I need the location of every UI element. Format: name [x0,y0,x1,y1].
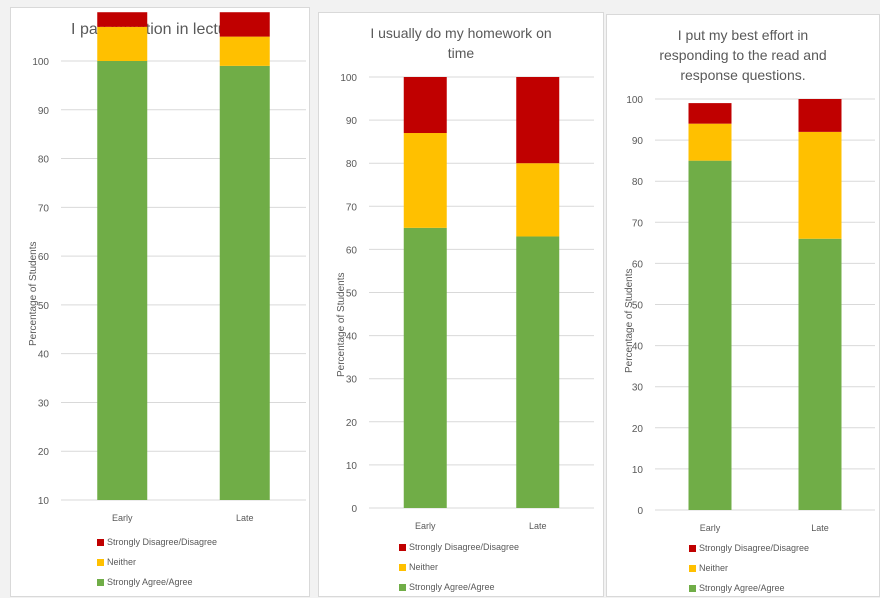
y-tick-label: 70 [632,218,644,229]
y-tick-label: 60 [38,252,50,263]
legend-item-strongly-disagree: Strongly Disagree/Disagree [97,532,217,552]
y-tick-label: 0 [637,506,643,517]
legend-item-strongly-agree: Strongly Agree/Agree [97,572,217,592]
y-tick-label: 20 [346,418,358,429]
y-tick-label: 30 [38,398,50,409]
x-tick-label: Late [811,523,829,533]
legend-item-strongly-agree: Strongly Agree/Agree [689,578,809,598]
legend-swatch [689,564,696,572]
y-tick-label: 90 [632,136,644,147]
y-tick-label: 80 [38,155,50,166]
chart-panel-homework: I usually do my homework on time Percent… [318,12,604,597]
bar-neither [97,26,148,62]
y-tick-label: 100 [626,95,643,106]
legend-swatch [399,563,406,571]
y-tick-label: 30 [632,383,644,394]
chart-legend: Strongly Disagree/Disagree Neither Stron… [689,538,809,598]
legend-item-strongly-disagree: Strongly Disagree/Disagree [399,537,519,557]
chart-legend: Strongly Disagree/Disagree Neither Stron… [97,532,217,592]
y-tick-label: 60 [346,245,358,256]
y-tick-label: 100 [32,57,49,68]
y-tick-label: 50 [346,289,358,300]
bar-neither [516,163,560,237]
y-tick-label: 20 [38,447,50,458]
bar-strongly-disagree [516,77,560,164]
y-tick-label: 30 [346,375,358,386]
bar-strongly-disagree [798,99,842,132]
y-tick-label: 60 [632,259,644,270]
y-tick-label: 90 [346,116,358,127]
x-tick-label: Early [700,523,721,533]
y-tick-label: 50 [38,301,50,312]
legend-item-neither: Neither [399,557,519,577]
chart-plot: 0 10 20 30 40 50 60 70 80 90 100 Early Late [626,95,875,533]
legend-swatch [97,578,104,586]
y-tick-label: 40 [38,350,50,361]
legend-item-neither: Neither [689,558,809,578]
bar-strongly-agree [516,236,560,508]
legend-item-strongly-disagree: Strongly Disagree/Disagree [689,538,809,558]
y-tick-label: 40 [346,332,358,343]
chart-panel-effort: I put my best effort in responding to th… [606,14,880,597]
chart-title: I put my best effort in responding to th… [659,27,827,83]
legend-swatch [97,538,104,546]
y-tick-label: 90 [38,106,50,117]
x-tick-label: Late [529,521,547,531]
y-tick-label: 20 [632,424,644,435]
bar-neither [688,123,732,161]
y-tick-label: 10 [346,461,358,472]
chart-title: I usually do my homework on time [370,25,552,61]
y-tick-label: 10 [632,465,644,476]
y-tick-label: 70 [346,202,358,213]
bar-strongly-disagree [97,12,148,27]
y-tick-label: 40 [632,342,644,353]
bar-neither [219,36,270,66]
y-tick-label: 10 [38,496,50,507]
legend-item-strongly-agree: Strongly Agree/Agree [399,577,519,597]
x-tick-label: Late [236,513,254,523]
y-tick-label: 80 [346,159,358,170]
bar-strongly-agree [97,61,148,500]
bar-strongly-agree [688,160,732,510]
legend-swatch [689,544,696,552]
bar-neither [798,131,842,239]
bar-strongly-disagree [688,103,732,124]
x-tick-label: Early [415,521,436,531]
chart-legend: Strongly Disagree/Disagree Neither Stron… [399,537,519,597]
y-tick-label: 50 [632,301,644,312]
y-tick-label: 70 [38,203,50,214]
bar-strongly-disagree [403,77,447,134]
y-tick-label: 0 [351,504,357,515]
bar-strongly-disagree [219,12,270,37]
x-tick-label: Early [112,513,133,523]
legend-swatch [97,558,104,566]
legend-swatch [689,584,696,592]
chart-plot: 0 10 20 30 40 50 60 70 80 90 100 Early Late [340,73,594,531]
bar-strongly-agree [403,227,447,508]
bar-strongly-agree [798,238,842,511]
y-tick-label: 80 [632,177,644,188]
chart-plot: 10 20 30 40 50 60 70 80 90 100 Early Late [32,12,306,523]
bar-strongly-agree [219,65,270,500]
legend-item-neither: Neither [97,552,217,572]
chart-panel-attention: I pay attention in lectures Percentage o… [10,7,310,597]
legend-swatch [399,583,406,591]
bar-neither [403,133,447,228]
y-tick-label: 100 [340,73,357,84]
legend-swatch [399,543,406,551]
